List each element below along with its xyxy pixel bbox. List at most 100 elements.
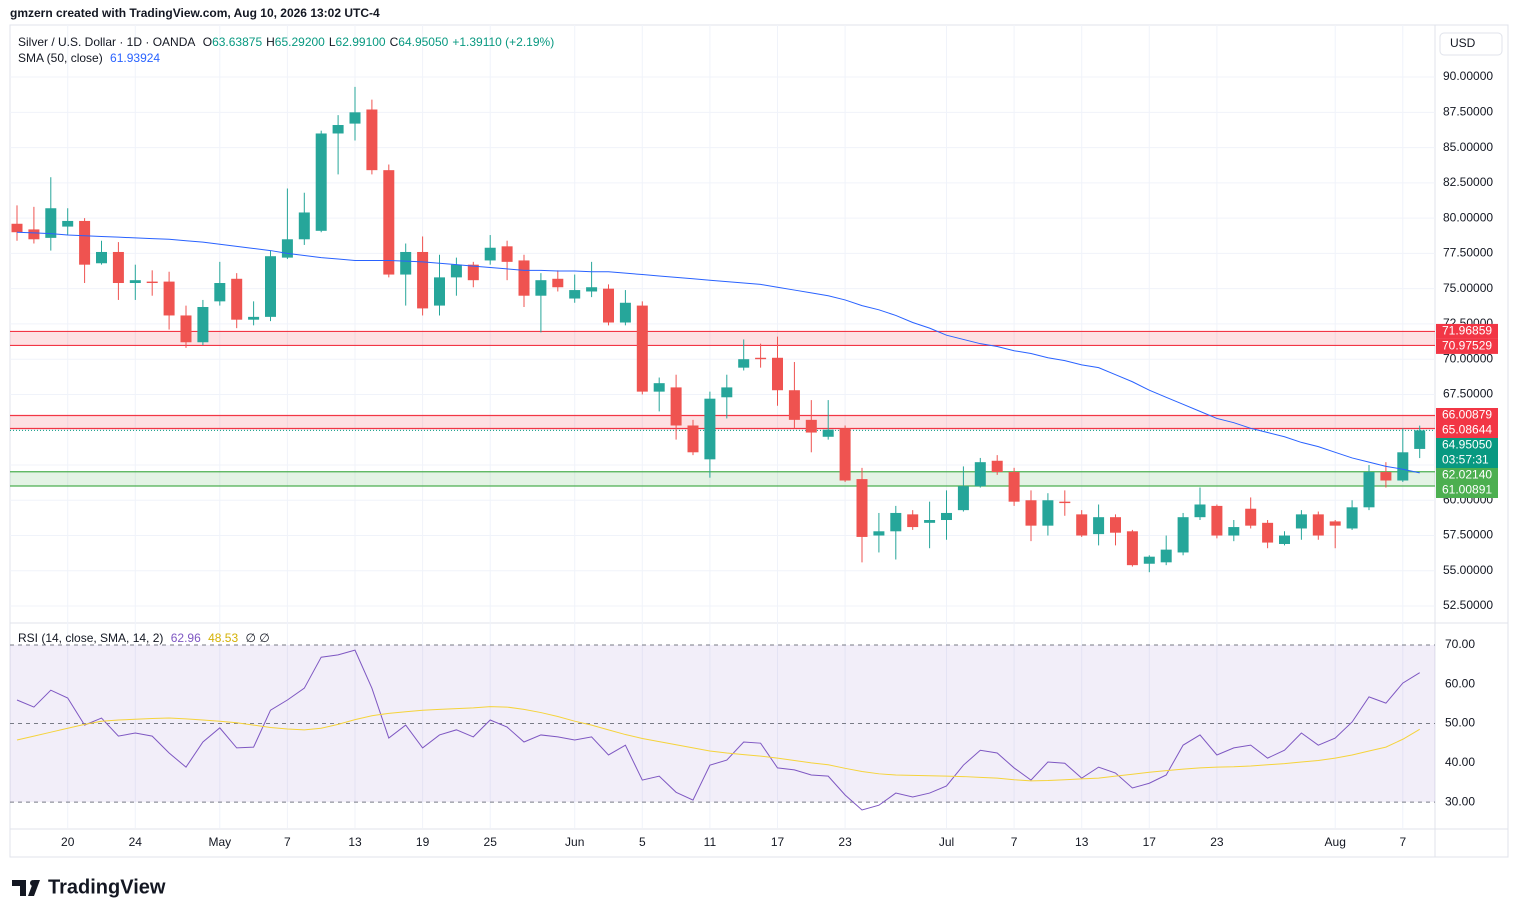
candle-body xyxy=(349,112,361,124)
ohlc-label: O xyxy=(202,35,213,49)
y-tick-label: 77.50000 xyxy=(1443,246,1493,260)
price-badge-label: 65.08644 xyxy=(1442,423,1492,437)
y-tick-label: 52.50000 xyxy=(1443,598,1493,612)
candle-body xyxy=(1312,514,1324,536)
price-legend: Silver / U.S. Dollar · 1D · OANDA O63.63… xyxy=(18,35,558,49)
candle-body xyxy=(146,281,158,284)
candle-body xyxy=(434,277,445,306)
candle-body xyxy=(1262,522,1274,543)
x-tick-label: 17 xyxy=(771,835,785,849)
candle-body xyxy=(197,306,209,343)
candle-body xyxy=(332,125,344,134)
candle-body xyxy=(1279,535,1290,544)
candle-body xyxy=(1160,549,1172,563)
price-badge-label: 64.95050 xyxy=(1442,438,1492,452)
change: +1.39110 (+2.19%) xyxy=(452,35,555,49)
price-badge xyxy=(1436,482,1498,498)
candle-body xyxy=(907,514,919,528)
y-tick-label: 70.00000 xyxy=(1443,351,1493,365)
candle-body xyxy=(1059,501,1071,504)
x-tick-label: 7 xyxy=(1011,835,1018,849)
price-badge-label: 71.96859 xyxy=(1442,324,1492,338)
candle-body xyxy=(1110,517,1121,533)
candle-body xyxy=(79,220,91,265)
y-tick-label: 75.00000 xyxy=(1443,281,1493,295)
price-badge xyxy=(1436,407,1498,423)
x-tick-label: 23 xyxy=(1210,835,1224,849)
candle-body xyxy=(1346,507,1358,529)
candle-body xyxy=(112,251,124,284)
candle-body xyxy=(1295,514,1307,529)
ohlc-label: L xyxy=(328,35,336,49)
candle-body xyxy=(265,256,276,317)
candle-body xyxy=(991,460,1003,473)
y-tick-label: 40.00 xyxy=(1445,755,1475,769)
y-tick-label: 85.00000 xyxy=(1443,140,1493,154)
rsi-value: 62.96 xyxy=(170,631,201,645)
candle-body xyxy=(231,278,243,320)
candle-body xyxy=(366,109,378,171)
candle-body xyxy=(772,357,783,391)
y-tick-label: 67.50000 xyxy=(1443,387,1493,401)
candle-body xyxy=(1414,430,1426,449)
attribution: gmzern created with TradingView.com, Aug… xyxy=(10,6,380,20)
y-tick-label: 70.00 xyxy=(1445,637,1475,651)
x-tick-label: 7 xyxy=(1399,835,1406,849)
candle-body xyxy=(518,260,530,296)
candle-body xyxy=(1025,500,1037,526)
candle-body xyxy=(45,208,57,238)
sma-line xyxy=(16,231,1420,474)
candle-body xyxy=(1093,517,1105,535)
ohlc-value: 63.63875 xyxy=(212,35,263,49)
candle-body xyxy=(62,220,74,227)
candle-body xyxy=(957,486,969,511)
candle-body xyxy=(941,512,952,521)
candle-body xyxy=(315,133,327,231)
candle-body xyxy=(1076,514,1088,536)
price-badge-label: 62.02140 xyxy=(1442,468,1492,482)
candle-body xyxy=(552,278,564,288)
y-tick-label: 87.50000 xyxy=(1443,104,1493,118)
candle-body xyxy=(603,288,614,323)
candle-body xyxy=(586,287,598,292)
x-tick-label: 19 xyxy=(416,835,430,849)
zone xyxy=(10,331,1435,346)
price-badge-label: 70.97529 xyxy=(1442,339,1492,353)
y-tick-label: 60.00 xyxy=(1445,676,1475,690)
candle-body xyxy=(805,419,817,433)
sma-name: SMA (50, close) xyxy=(18,51,103,65)
candle-body xyxy=(755,357,767,360)
sma-legend: SMA (50, close) 61.93924 xyxy=(18,51,164,65)
candle-body xyxy=(856,479,868,537)
chart-frame xyxy=(9,24,1509,858)
candle-body xyxy=(974,462,986,487)
y-tick-label: 55.00000 xyxy=(1443,563,1493,577)
candle-body xyxy=(501,246,513,262)
candle-body xyxy=(96,251,107,264)
candle-body xyxy=(248,316,260,320)
x-tick-label: 13 xyxy=(1075,835,1089,849)
y-tick-label: 82.50000 xyxy=(1443,175,1493,189)
candle-body xyxy=(281,239,293,258)
candle-body xyxy=(163,281,175,316)
rsi-line xyxy=(16,706,1420,782)
price-badge xyxy=(1436,467,1498,483)
x-tick-label: 11 xyxy=(704,835,717,849)
candle-body xyxy=(1126,531,1138,566)
candle-body xyxy=(1363,472,1375,508)
brand: TradingView xyxy=(48,876,166,898)
price-badge-label: 61.00891 xyxy=(1442,483,1492,497)
candle-body xyxy=(704,398,716,460)
x-tick-label: 24 xyxy=(129,835,143,849)
rsi-flags: ∅ ∅ xyxy=(245,631,270,645)
x-tick-label: 17 xyxy=(1143,835,1157,849)
x-tick-label: 7 xyxy=(284,835,291,849)
candle-body xyxy=(484,247,496,261)
y-tick-label: 30.00 xyxy=(1445,794,1475,808)
candle-body xyxy=(738,359,750,368)
candle-body xyxy=(1143,556,1155,564)
candle-body xyxy=(670,387,682,426)
x-tick-label: May xyxy=(208,835,231,849)
candle-body xyxy=(1042,500,1054,526)
currency-box[interactable] xyxy=(1439,32,1503,56)
